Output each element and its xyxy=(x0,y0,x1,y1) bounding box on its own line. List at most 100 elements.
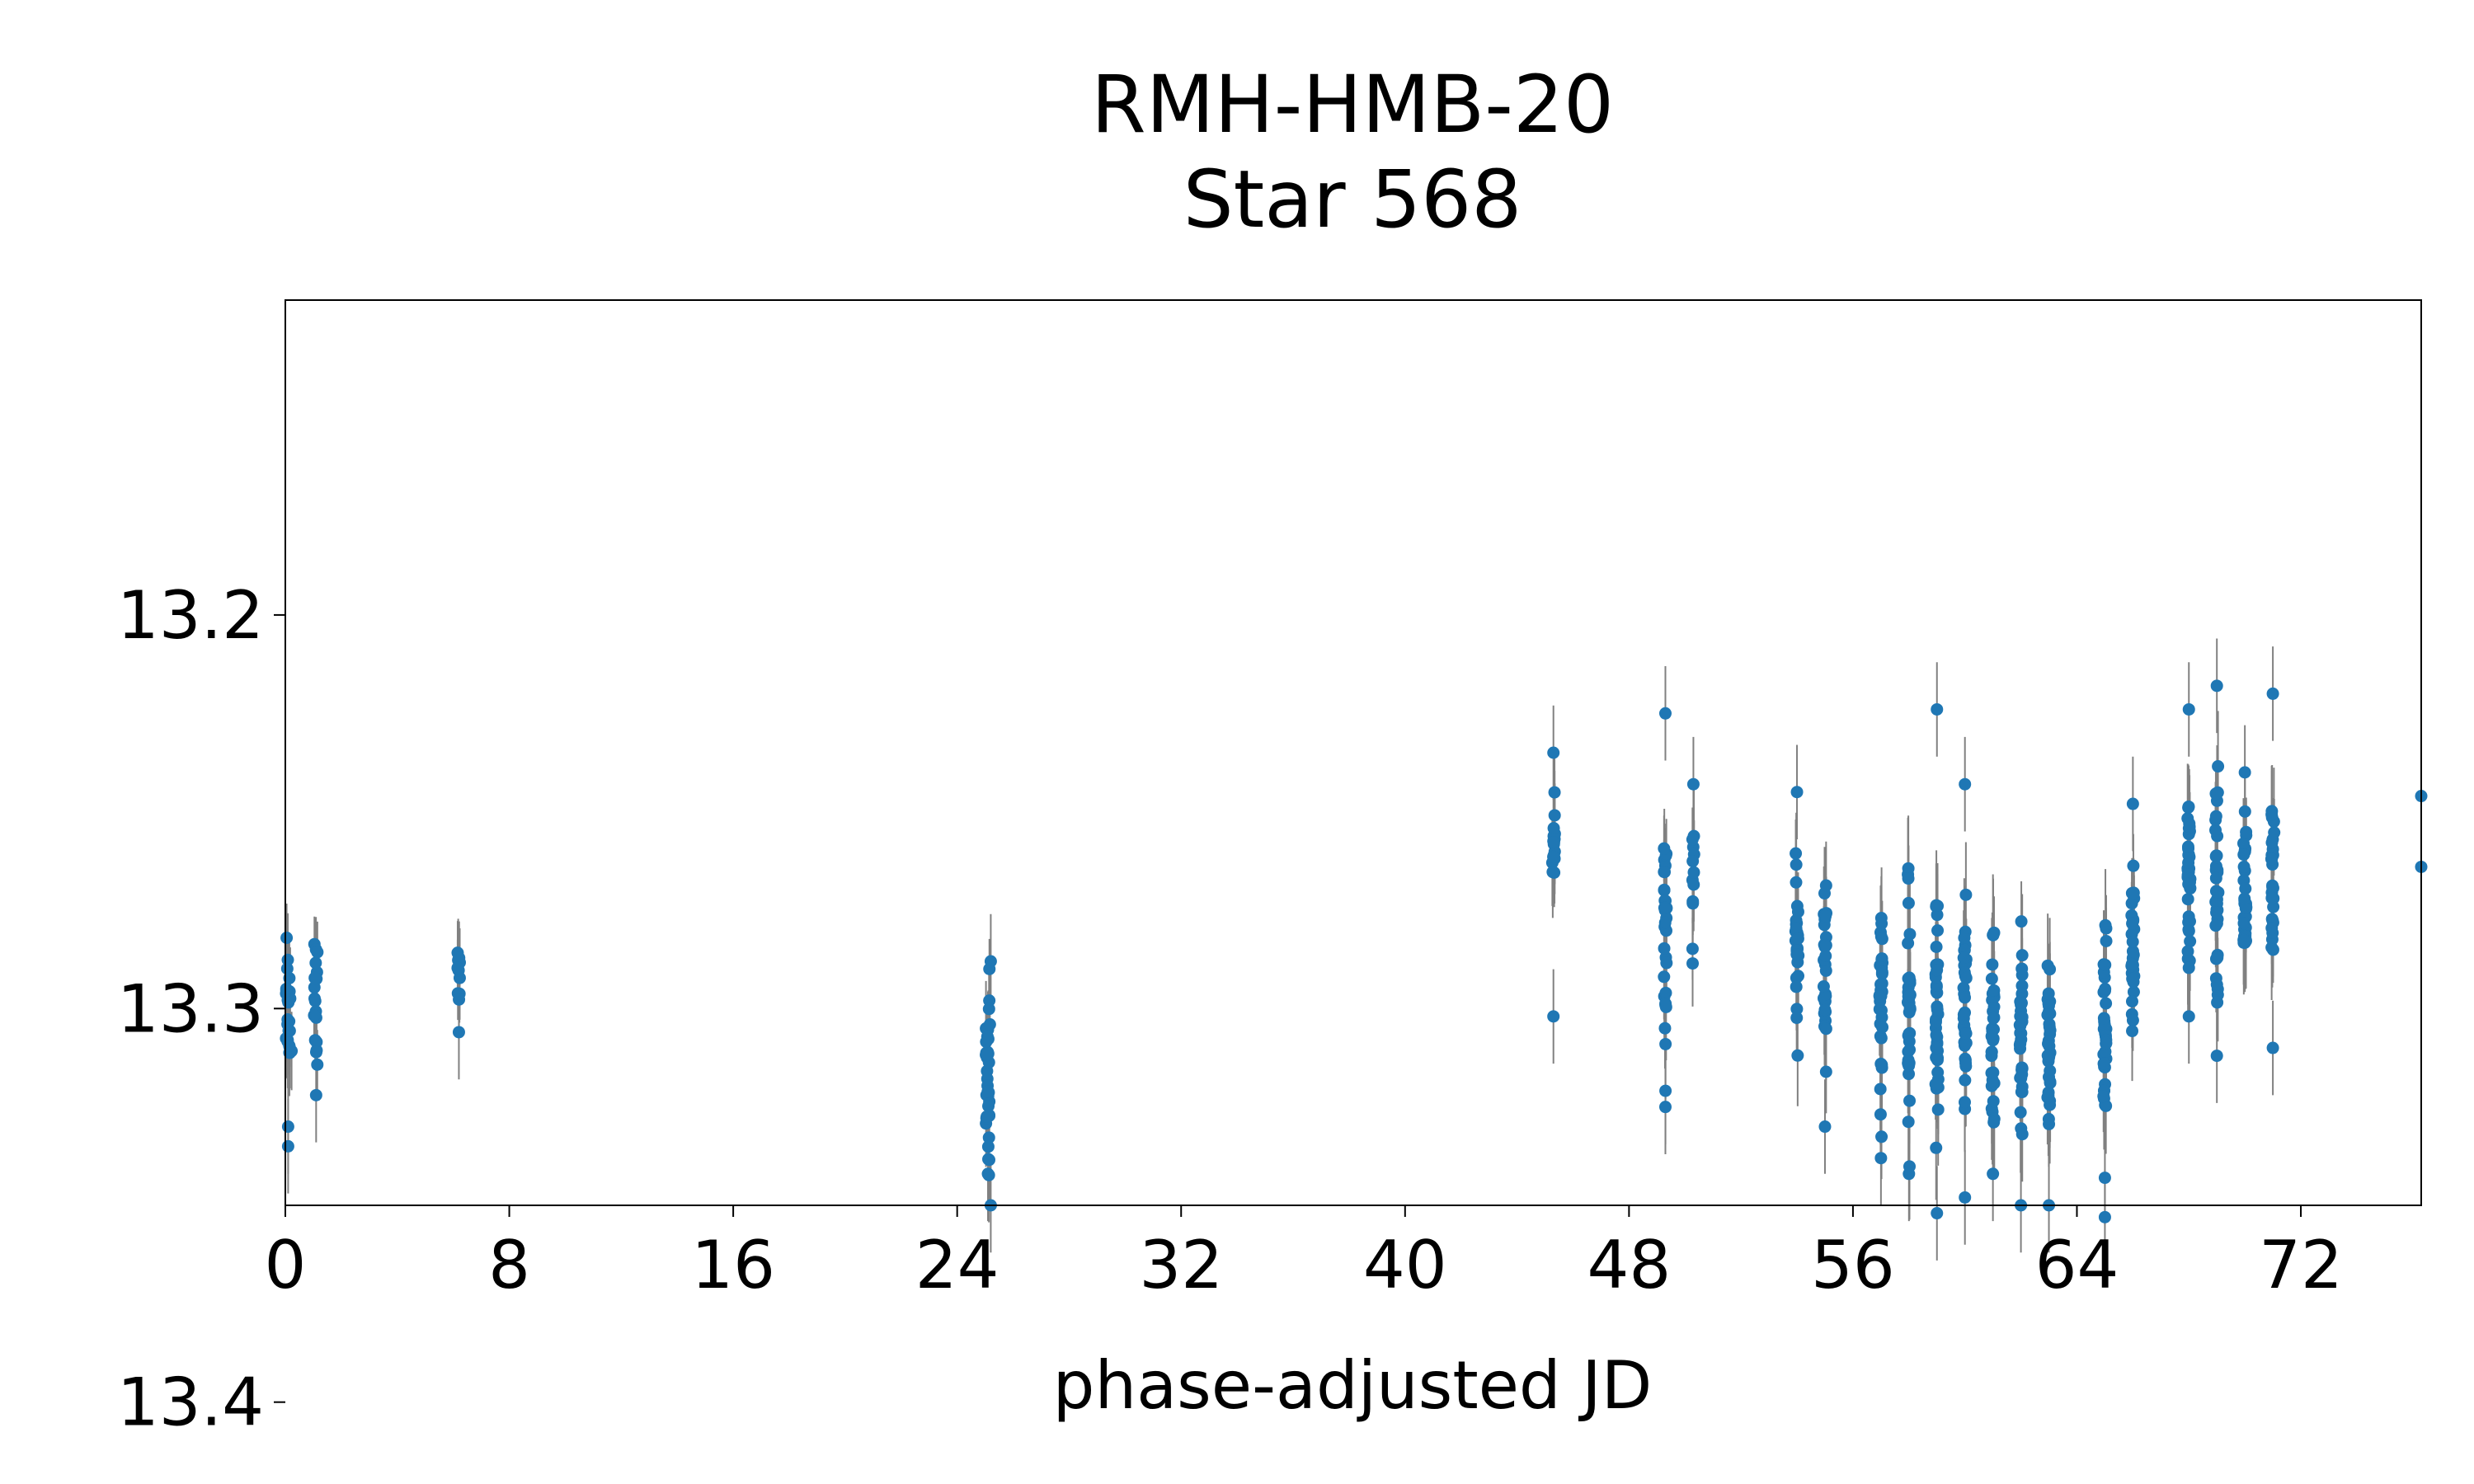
data-point-661 xyxy=(1818,1120,1832,1134)
data-point-175 xyxy=(1790,847,1803,860)
data-point-168 xyxy=(1790,980,1803,993)
data-point-631 xyxy=(2266,943,2279,956)
data-point-311 xyxy=(1931,1066,1945,1079)
data-point-37 xyxy=(311,1058,324,1071)
data-point-569 xyxy=(2210,897,2223,910)
data-point-668 xyxy=(1987,1167,2000,1181)
data-point-412 xyxy=(2015,979,2029,993)
x-tick-label: 32 xyxy=(1139,1227,1223,1303)
data-point-204 xyxy=(1819,939,1832,952)
data-point-496 xyxy=(2127,985,2140,998)
data-point-22 xyxy=(283,971,296,984)
x-tick-label: 40 xyxy=(1363,1227,1447,1303)
data-point-51 xyxy=(451,961,464,974)
data-point-308 xyxy=(1930,1028,1943,1041)
data-point-371 xyxy=(1986,1073,1999,1087)
data-point-640 xyxy=(2268,826,2281,839)
data-point-676 xyxy=(2210,679,2223,693)
data-point-235 xyxy=(1874,1031,1888,1045)
data-point-305 xyxy=(1930,1051,1943,1064)
x-tick-label: 72 xyxy=(2259,1227,2343,1303)
data-point-447 xyxy=(2044,1024,2057,1037)
data-point-35 xyxy=(309,956,322,970)
data-point-504 xyxy=(2126,1025,2139,1038)
x-tick-label: 56 xyxy=(1811,1227,1895,1303)
data-point-244 xyxy=(1903,1094,1917,1107)
data-point-585 xyxy=(2210,978,2223,991)
x-axis-label: phase-adjusted JD xyxy=(1053,1347,1653,1424)
data-point-86 xyxy=(982,1100,995,1113)
data-point-547 xyxy=(2182,800,2195,813)
data-point-36 xyxy=(308,971,322,984)
data-point-262 xyxy=(1902,872,1915,885)
data-point-154 xyxy=(1790,1012,1804,1025)
data-point-145 xyxy=(1686,833,1699,846)
data-point-40 xyxy=(309,1045,322,1059)
data-point-238 xyxy=(1875,917,1888,930)
data-point-306 xyxy=(1931,1003,1944,1017)
data-point-679 xyxy=(2266,687,2279,700)
data-point-591 xyxy=(2238,805,2251,818)
data-point-80 xyxy=(981,1140,995,1153)
x-tick-label: 8 xyxy=(488,1227,530,1303)
data-point-110 xyxy=(1659,1037,1672,1050)
data-point-651 xyxy=(452,1026,465,1039)
data-point-296 xyxy=(1931,909,1944,922)
data-point-252 xyxy=(1902,896,1915,909)
data-point-479 xyxy=(2099,982,2112,995)
data-point-381 xyxy=(1987,984,2001,997)
data-point-489 xyxy=(2127,859,2140,872)
data-point-275 xyxy=(1902,972,1915,985)
x-tick-label: 64 xyxy=(2035,1227,2119,1303)
data-point-237 xyxy=(1873,989,1886,1003)
data-point-379 xyxy=(1987,1095,2000,1108)
data-point-328 xyxy=(1959,1073,1972,1087)
data-point-616 xyxy=(2240,825,2253,838)
x-tick-label: 16 xyxy=(691,1227,775,1303)
data-point-260 xyxy=(1903,989,1917,1002)
data-point-441 xyxy=(2044,1075,2057,1088)
data-point-363 xyxy=(1987,1000,2001,1013)
data-point-671 xyxy=(2098,1210,2111,1223)
data-point-650 xyxy=(309,1088,322,1101)
data-point-179 xyxy=(1819,1065,1832,1078)
data-point-38 xyxy=(310,1036,323,1049)
data-point-656 xyxy=(1547,746,1560,759)
data-point-23 xyxy=(280,982,293,995)
data-point-654 xyxy=(984,955,997,968)
data-point-342 xyxy=(1959,1057,1973,1070)
data-point-297 xyxy=(1930,899,1943,912)
data-point-331 xyxy=(1957,981,1970,994)
data-point-346 xyxy=(1959,1026,1972,1040)
data-point-312 xyxy=(1930,941,1943,954)
data-point-95 xyxy=(1548,809,1561,822)
data-point-116 xyxy=(1658,970,1671,984)
data-point-615 xyxy=(2236,837,2250,850)
data-point-376 xyxy=(1985,1030,1998,1043)
data-point-39 xyxy=(308,1009,321,1022)
data-point-307 xyxy=(1930,1041,1943,1054)
data-point-339 xyxy=(1959,991,1972,1004)
data-point-135 xyxy=(1659,998,1672,1012)
data-point-503 xyxy=(2125,995,2138,1008)
x-axis-ticks: 0 8 16 24 32 40 48 56 64 72 xyxy=(265,1205,2343,1303)
data-point-47 xyxy=(453,951,466,965)
data-point-18 xyxy=(281,1017,294,1031)
data-point-236 xyxy=(1875,965,1888,979)
data-point-480 xyxy=(2099,918,2112,932)
data-point-113 xyxy=(1659,986,1672,999)
data-point-304 xyxy=(1929,1016,1942,1029)
data-point-611 xyxy=(2239,901,2252,914)
data-point-347 xyxy=(1958,932,1971,945)
data-point-482 xyxy=(2100,1036,2113,1050)
data-point-659 xyxy=(1686,777,1700,791)
data-point-445 xyxy=(2042,999,2055,1012)
data-point-254 xyxy=(1902,1115,1915,1129)
data-point-101 xyxy=(1547,836,1560,849)
data-point-614 xyxy=(2237,917,2251,930)
data-point-230 xyxy=(1874,1108,1887,1121)
data-point-583 xyxy=(2209,787,2222,801)
data-point-647 xyxy=(2265,852,2278,866)
data-point-407 xyxy=(2015,1128,2029,1141)
